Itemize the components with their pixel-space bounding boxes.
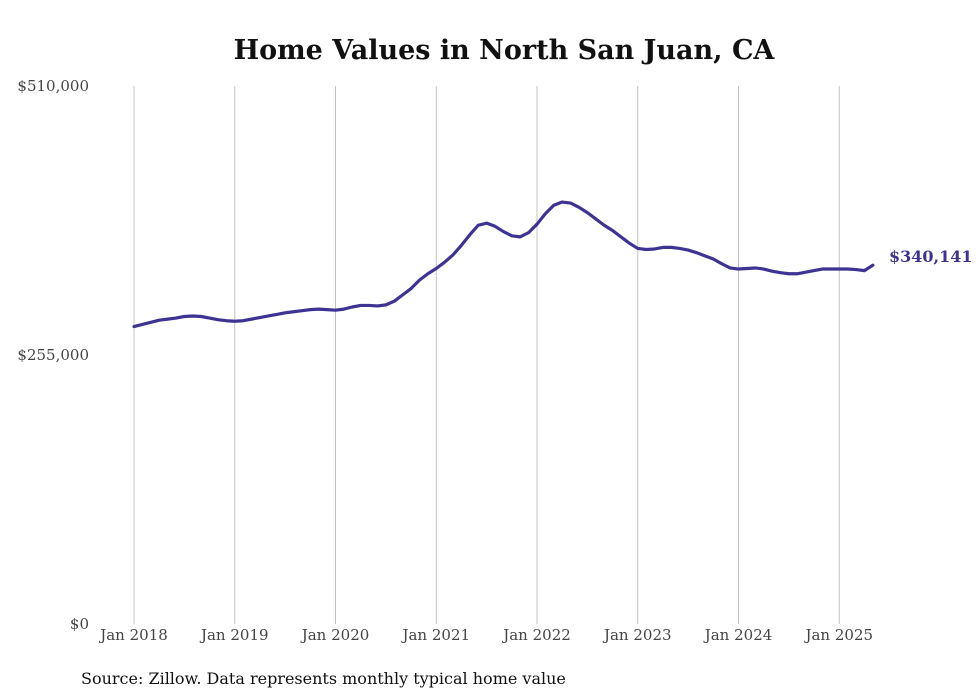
y-tick-label: $255,000 (17, 346, 89, 364)
latest-value-label: $340,141 (889, 247, 973, 266)
x-tick-label: Jan 2018 (98, 626, 168, 644)
chart-title: Home Values in North San Juan, CA (234, 35, 776, 66)
x-tick-label: Jan 2020 (300, 626, 370, 644)
source-note: Source: Zillow. Data represents monthly … (81, 669, 566, 688)
grid-lines (133, 86, 840, 624)
x-tick-label: Jan 2023 (602, 626, 672, 644)
x-tick-label: Jan 2025 (803, 626, 873, 644)
x-axis-ticks: Jan 2018 Jan 2019 Jan 2020 Jan 2021 Jan 2022… (98, 626, 873, 644)
y-tick-label: $510,000 (17, 77, 89, 95)
x-tick-label: Jan 2022 (501, 626, 571, 644)
home-value-line (132, 200, 875, 329)
y-axis-ticks: $510,000 $255,000 $0 (17, 77, 89, 633)
x-tick-label: Jan 2021 (400, 626, 470, 644)
x-tick-label: Jan 2019 (199, 626, 269, 644)
y-tick-label: $0 (70, 615, 89, 633)
x-tick-label: Jan 2024 (703, 626, 773, 644)
